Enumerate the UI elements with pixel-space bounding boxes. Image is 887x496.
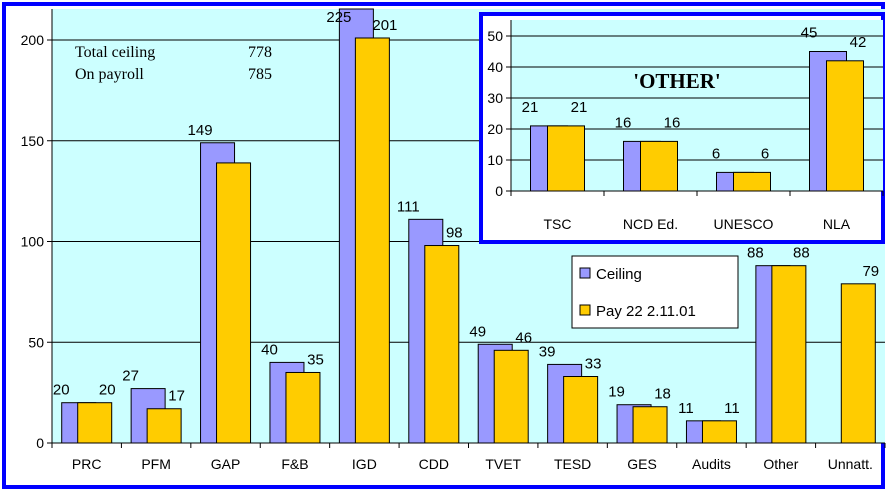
legend-label-payroll: Pay 22 2.11.01 <box>596 303 696 320</box>
inset-chart-other: 0 10 20 30 40 50 TSC NCD Ed. UNESCO NLA 21 21 16 16… <box>479 12 885 244</box>
main-y-tick-50: 50 <box>28 334 44 350</box>
summary-value-on-payroll: 785 <box>248 66 272 83</box>
main-x-tick-ges: GES <box>627 456 657 472</box>
main-bar-pay-22-2-11-01-tesd <box>563 376 599 444</box>
inset-y-tick-20: 20 <box>487 121 503 137</box>
main-data-label-pay-22-2-11-01-prc: 20 <box>99 382 116 399</box>
main-bar-pay-22-2-11-01-other <box>771 265 807 444</box>
main-data-label-ceiling-gap: 149 <box>188 122 213 139</box>
inset-bar-pay-22-2-11-01-nla <box>826 60 864 192</box>
main-y-tick-labels: 0 50 100 150 200 <box>21 32 45 451</box>
main-data-label-ceiling-igd: 225 <box>326 9 351 26</box>
legend-swatch-payroll <box>579 304 591 316</box>
inset-y-tick-50: 50 <box>487 28 503 44</box>
main-data-label-ceiling-tesd: 39 <box>539 343 556 360</box>
main-data-label-pay-22-2-11-01-pfm: 17 <box>168 388 185 405</box>
main-y-tick-100: 100 <box>21 234 45 250</box>
legend-label-ceiling: Ceiling <box>596 266 642 283</box>
main-bar-pay-22-2-11-01-cdd <box>424 245 460 444</box>
main-x-tick-labels: PRC PFM GAP F&B IGD CDD TVET TESD GES Audits Other… <box>72 456 873 472</box>
main-data-label-pay-22-2-11-01-tvet: 46 <box>515 329 532 346</box>
main-data-label-ceiling-audits: 11 <box>678 400 694 417</box>
main-x-tick-pfm: PFM <box>141 456 171 472</box>
main-bar-pay-22-2-11-01-pfm <box>146 408 182 444</box>
main-x-tick-gap: GAP <box>211 456 241 472</box>
legend-swatch-ceiling <box>579 267 591 279</box>
main-y-tick-200: 200 <box>21 32 45 48</box>
main-data-label-pay-22-2-11-01-unnatt: 79 <box>862 263 879 280</box>
main-data-label-ceiling-other: 88 <box>747 245 764 262</box>
inset-data-label-ceiling-ncd-ed: 16 <box>615 114 632 131</box>
main-data-label-ceiling-ges: 19 <box>608 384 625 401</box>
inset-x-tick-tsc: TSC <box>544 216 572 232</box>
inset-data-label-ceiling-nla: 45 <box>801 25 818 42</box>
legend-box <box>571 255 739 329</box>
main-y-tick-150: 150 <box>21 133 45 149</box>
main-x-tick-other: Other <box>763 456 798 472</box>
main-data-label-pay-22-2-11-01-other: 88 <box>793 245 810 262</box>
main-bars <box>61 8 876 444</box>
inset-bars <box>530 51 864 192</box>
main-data-label-pay-22-2-11-01-igd: 201 <box>372 17 397 34</box>
main-x-tick-prc: PRC <box>72 456 102 472</box>
legend: Ceiling Pay 22 2.11.01 <box>571 255 739 329</box>
inset-bar-pay-22-2-11-01-tsc <box>547 125 585 192</box>
main-x-tick-cdd: CDD <box>419 456 449 472</box>
main-data-label-ceiling-pfm: 27 <box>122 368 139 385</box>
main-bar-pay-22-2-11-01-prc <box>77 402 113 444</box>
inset-data-label-ceiling-unesco: 6 <box>712 145 720 162</box>
main-data-label-pay-22-2-11-01-ges: 18 <box>654 386 671 403</box>
main-data-label-pay-22-2-11-01-audits: 11 <box>724 400 740 417</box>
main-data-label-pay-22-2-11-01-f-b: 35 <box>307 351 324 368</box>
main-x-tick-unnatt: Unnatt. <box>828 456 873 472</box>
main-bar-pay-22-2-11-01-tvet <box>493 349 529 444</box>
inset-title: 'OTHER' <box>633 69 721 93</box>
main-bar-pay-22-2-11-01-ges <box>632 406 668 444</box>
inset-data-label-pay-22-2-11-01-unesco: 6 <box>761 145 769 162</box>
main-x-tick-tvet: TVET <box>485 456 521 472</box>
inset-y-tick-30: 30 <box>487 90 503 106</box>
inset-y-tick-40: 40 <box>487 59 503 75</box>
main-y-tick-0: 0 <box>36 435 44 451</box>
main-x-tick-tesd: TESD <box>554 456 591 472</box>
inset-bar-pay-22-2-11-01-unesco <box>733 171 771 192</box>
main-data-label-pay-22-2-11-01-tesd: 33 <box>585 356 602 373</box>
summary-label-total-ceiling: Total ceiling <box>75 44 155 61</box>
main-data-label-ceiling-prc: 20 <box>53 382 70 399</box>
inset-data-label-ceiling-tsc: 21 <box>522 99 539 116</box>
summary-label-on-payroll: On payroll <box>75 66 144 83</box>
main-x-tick-f-b: F&B <box>281 456 308 472</box>
inset-y-tick-10: 10 <box>487 152 503 168</box>
main-data-label-ceiling-f-b: 40 <box>261 341 278 358</box>
inset-data-labels: 21 21 16 16 6 6 45 42 <box>522 25 867 163</box>
inset-x-tick-labels: TSC NCD Ed. UNESCO NLA <box>544 216 851 232</box>
inset-data-label-pay-22-2-11-01-ncd-ed: 16 <box>664 114 681 131</box>
inset-bar-pay-22-2-11-01-ncd-ed <box>640 140 678 192</box>
main-bar-pay-22-2-11-01-gap <box>216 162 252 444</box>
main-data-label-ceiling-cdd: 111 <box>397 198 420 215</box>
main-data-label-pay-22-2-11-01-cdd: 98 <box>446 225 463 242</box>
main-bar-pay-22-2-11-01-audits <box>701 420 737 444</box>
inset-axes <box>506 20 884 196</box>
inset-x-tick-ncd-ed: NCD Ed. <box>623 216 678 232</box>
inset-y-tick-labels: 0 10 20 30 40 50 <box>487 28 503 199</box>
inset-data-label-pay-22-2-11-01-tsc: 21 <box>571 99 588 116</box>
inset-y-tick-0: 0 <box>495 183 503 199</box>
main-axes <box>47 9 886 448</box>
summary-box: Total ceiling 778 On payroll 785 <box>75 44 272 83</box>
inset-x-tick-unesco: UNESCO <box>714 216 774 232</box>
main-bar-pay-22-2-11-01-unnatt <box>840 283 876 444</box>
inset-data-label-pay-22-2-11-01-nla: 42 <box>850 34 867 51</box>
main-data-label-ceiling-tvet: 49 <box>469 323 486 340</box>
main-x-tick-igd: IGD <box>352 456 377 472</box>
main-bar-pay-22-2-11-01-f-b <box>285 371 321 444</box>
inset-x-tick-nla: NLA <box>823 216 851 232</box>
main-x-tick-audits: Audits <box>692 456 731 472</box>
main-bar-pay-22-2-11-01-igd <box>354 37 390 444</box>
summary-value-total-ceiling: 778 <box>248 44 272 61</box>
